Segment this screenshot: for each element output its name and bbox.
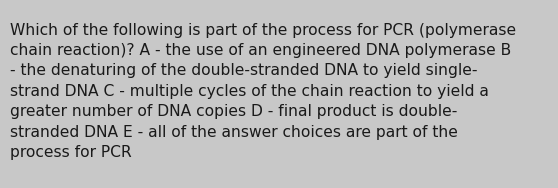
Text: Which of the following is part of the process for PCR (polymerase
chain reaction: Which of the following is part of the pr…: [10, 23, 516, 160]
